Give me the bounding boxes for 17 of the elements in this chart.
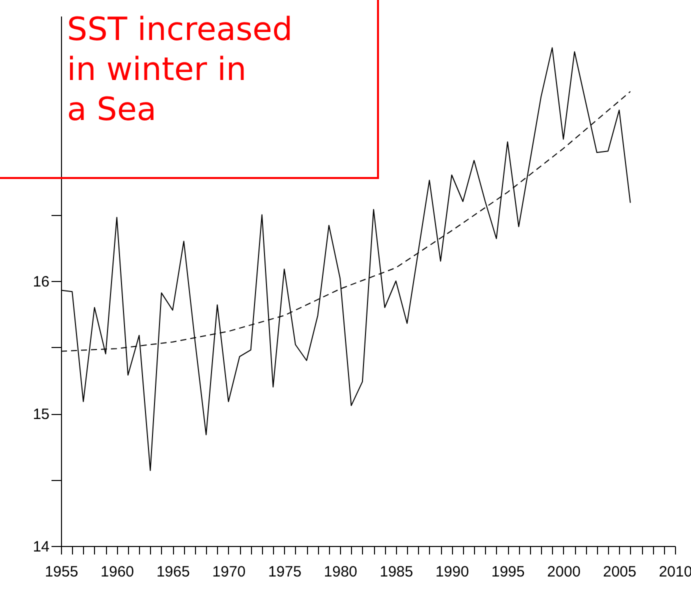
y-tick-label: 15	[32, 406, 50, 423]
x-tick-label: 2000	[547, 564, 581, 580]
x-tick-label: 2005	[602, 564, 636, 580]
x-tick-label: 1990	[436, 564, 469, 580]
y-tick-label: 16	[32, 274, 50, 290]
x-tick-label: 1970	[212, 564, 246, 580]
x-tick-label: 1995	[491, 564, 525, 580]
x-tick-label: 1955	[44, 564, 78, 580]
annotation: SST increased	[67, 10, 293, 48]
x-tick-label: 1985	[380, 564, 414, 580]
x-tick-label: 1960	[100, 564, 134, 580]
x-tick-label: 1975	[268, 564, 302, 580]
y-tick-label: 14	[32, 538, 50, 556]
annotation: in winter in	[67, 50, 246, 88]
annotation: a Sea	[67, 90, 156, 128]
x-tick-label: 1965	[156, 564, 190, 580]
x-tick-label: 1980	[324, 564, 358, 580]
